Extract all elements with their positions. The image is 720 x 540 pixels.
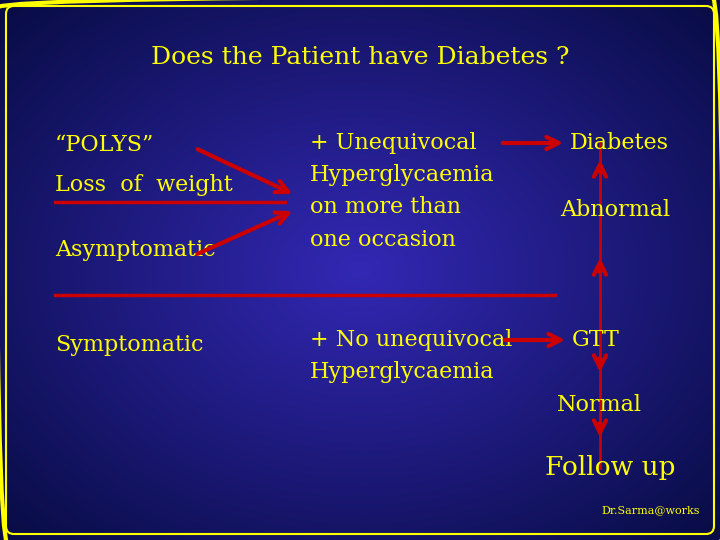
Text: “POLYS”: “POLYS” — [55, 134, 154, 156]
Text: Hyperglycaemia: Hyperglycaemia — [310, 361, 495, 383]
Text: Normal: Normal — [557, 394, 642, 416]
Text: Abnormal: Abnormal — [560, 199, 670, 221]
Text: Diabetes: Diabetes — [570, 132, 669, 154]
Text: Hyperglycaemia: Hyperglycaemia — [310, 164, 495, 186]
Text: Loss  of  weight: Loss of weight — [55, 174, 233, 196]
Text: + Unequivocal: + Unequivocal — [310, 132, 477, 154]
Text: one occasion: one occasion — [310, 229, 456, 251]
Text: Dr.Sarma@works: Dr.Sarma@works — [601, 505, 700, 515]
Text: Does the Patient have Diabetes ?: Does the Patient have Diabetes ? — [150, 46, 570, 70]
Text: Asymptomatic: Asymptomatic — [55, 239, 215, 261]
Text: Symptomatic: Symptomatic — [55, 334, 204, 356]
Text: GTT: GTT — [572, 329, 620, 351]
Text: Follow up: Follow up — [545, 456, 675, 481]
Text: on more than: on more than — [310, 196, 461, 218]
Text: + No unequivocal: + No unequivocal — [310, 329, 513, 351]
